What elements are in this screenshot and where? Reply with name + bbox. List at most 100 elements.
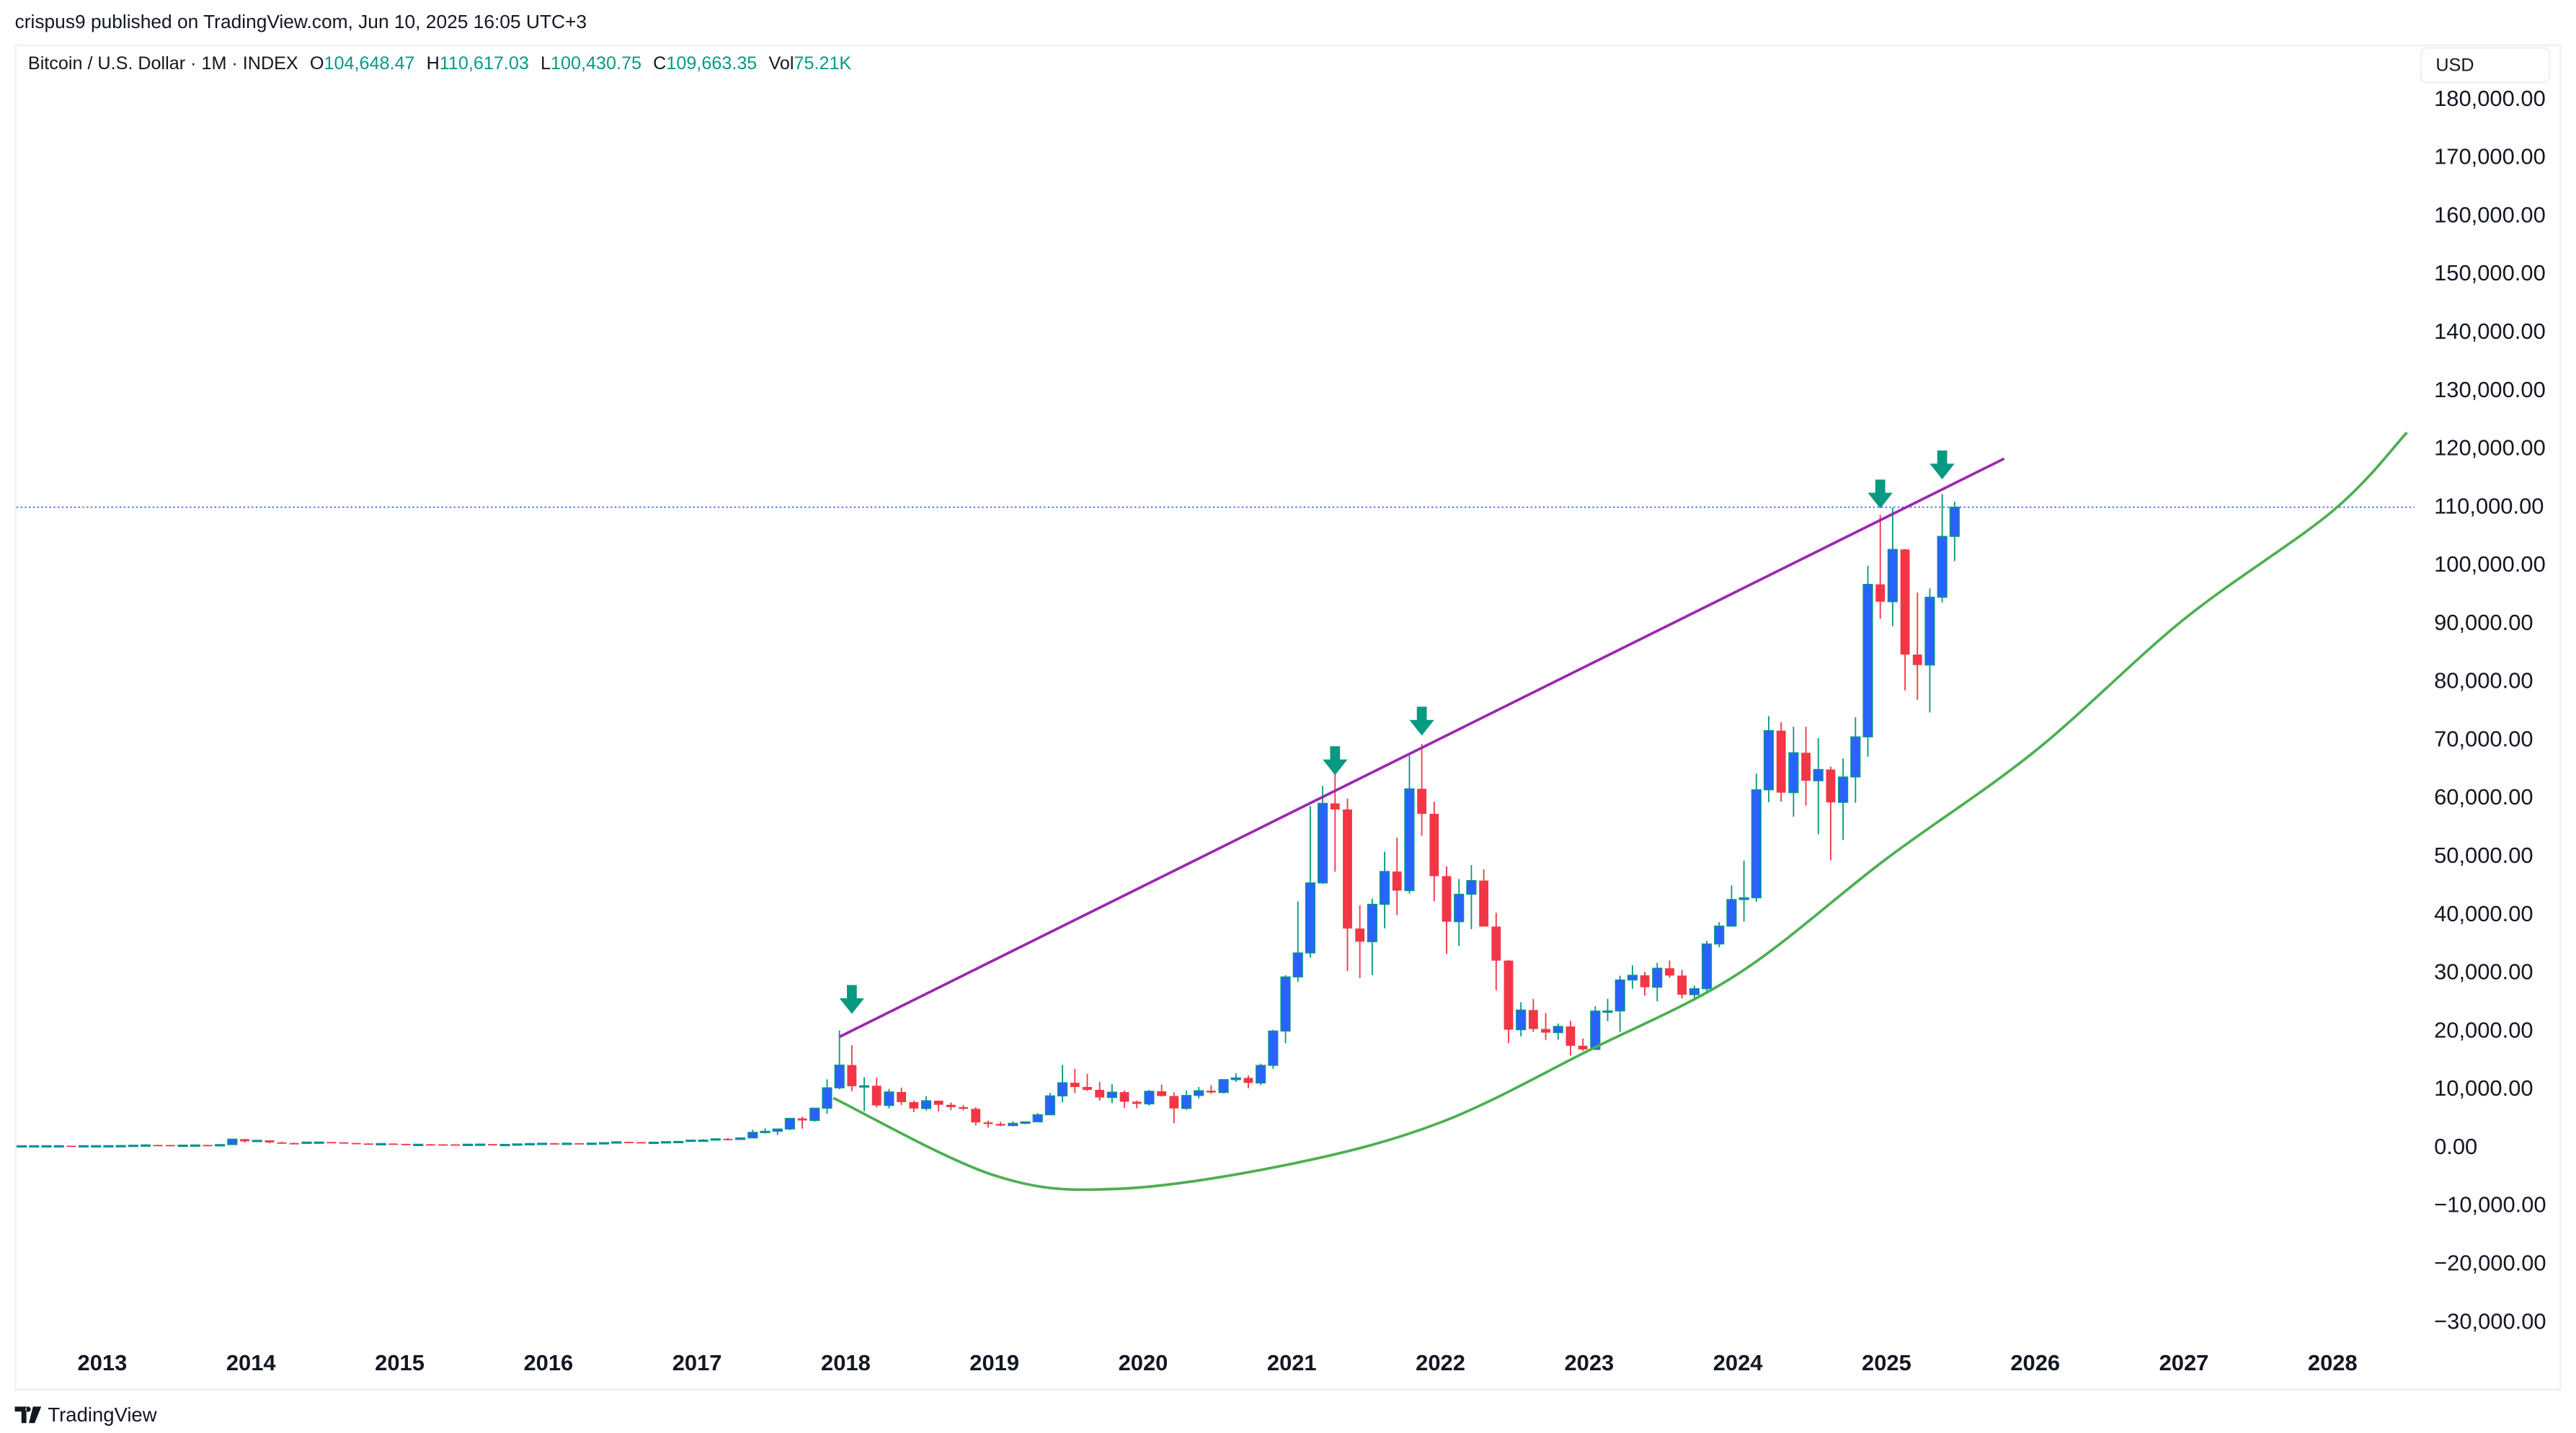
candle-up: [1404, 755, 1415, 894]
candle-body: [1738, 897, 1749, 900]
candle-down: [1132, 1100, 1142, 1109]
time-axis[interactable]: 2013 2014 2015 2016 2017 2018 2019 2020 2021 2022…: [78, 1350, 2358, 1375]
candle-body: [1318, 802, 1328, 884]
arrow-down-icon[interactable]: [1409, 706, 1434, 736]
price-tick-label: 140,000.00: [2434, 319, 2546, 344]
candle-up: [1701, 941, 1713, 992]
candle-body: [624, 1142, 634, 1143]
candle-down: [1528, 998, 1538, 1032]
candle-down: [549, 1143, 559, 1145]
candle-body: [314, 1141, 324, 1144]
candle-down: [1900, 549, 1910, 691]
candle-down: [438, 1144, 448, 1146]
candle-body: [760, 1130, 770, 1133]
candle-down: [574, 1143, 585, 1145]
candle-down: [1355, 905, 1365, 978]
candle-body: [1070, 1083, 1080, 1087]
candle-down: [1677, 970, 1687, 999]
candle-up: [1813, 738, 1824, 835]
candle-down: [1504, 959, 1514, 1044]
candle-body: [549, 1143, 559, 1145]
candle-body: [1763, 729, 1775, 791]
candle-down: [327, 1142, 337, 1144]
candle-body: [1924, 596, 1935, 666]
candle-up: [524, 1143, 536, 1145]
candle-up: [735, 1137, 746, 1140]
candle-up: [177, 1144, 188, 1148]
candle-body: [425, 1144, 435, 1146]
candle-body: [512, 1143, 523, 1146]
candle-body: [909, 1101, 919, 1109]
candle-up: [1256, 1063, 1266, 1086]
candle-down: [1578, 1038, 1588, 1051]
candle-up: [1838, 758, 1849, 840]
candle-body: [1218, 1079, 1229, 1093]
candle-body: [822, 1087, 832, 1109]
price-axis[interactable]: 180,000.00 170,000.00 160,000.00 150,000.00…: [2434, 86, 2546, 1334]
support-curve[interactable]: [832, 431, 2408, 1192]
arrow-down-icon[interactable]: [1867, 479, 1893, 509]
open-value: 104,648.47: [324, 53, 414, 74]
candle-body: [797, 1118, 807, 1121]
price-tick-label: −20,000.00: [2434, 1250, 2546, 1275]
candle-up: [1738, 860, 1749, 922]
candle-up: [29, 1145, 40, 1148]
candle-up: [475, 1143, 486, 1146]
candle-down: [1417, 744, 1427, 836]
candle-body: [128, 1145, 138, 1148]
time-tick-label: 2016: [523, 1350, 573, 1375]
time-tick-label: 2015: [375, 1350, 425, 1375]
chart-pane-frame: [14, 44, 2562, 1390]
candle-down: [364, 1143, 373, 1145]
candle-up: [1032, 1113, 1043, 1123]
candle-up: [499, 1143, 510, 1147]
candle-up: [1044, 1092, 1056, 1116]
candle-body: [1206, 1091, 1216, 1093]
candle-body: [933, 1101, 943, 1105]
candle-body: [1230, 1077, 1241, 1081]
candle-body: [1652, 967, 1663, 988]
price-tick-label: 60,000.00: [2434, 784, 2533, 809]
currency-label[interactable]: USD: [2435, 55, 2474, 75]
price-tick-label: 10,000.00: [2434, 1075, 2533, 1101]
candle-body: [1875, 584, 1886, 602]
candle-up: [1751, 773, 1762, 902]
candle-body: [920, 1100, 932, 1109]
time-tick-label: 2014: [226, 1350, 277, 1375]
candle-up: [1292, 901, 1303, 982]
currency-button[interactable]: USD: [2420, 47, 2551, 84]
candle-up: [301, 1141, 312, 1144]
candle-body: [66, 1145, 76, 1148]
candle-down: [1479, 869, 1489, 927]
arrow-down-icon[interactable]: [839, 985, 865, 1014]
candle-body: [475, 1143, 486, 1146]
candle-body: [983, 1122, 993, 1124]
candle-down: [1491, 913, 1501, 990]
candle-body: [1615, 979, 1625, 1012]
arrow-down-icon[interactable]: [1323, 746, 1348, 776]
candle-down: [401, 1143, 411, 1145]
candle-body: [1442, 876, 1452, 922]
candle-up: [1454, 879, 1465, 946]
candle-up: [190, 1144, 200, 1147]
drawings: [832, 431, 2408, 1192]
arrow-down-icon[interactable]: [1929, 450, 1955, 480]
candle-body: [698, 1139, 709, 1143]
candle-body: [1665, 968, 1674, 976]
candle-body: [1417, 789, 1427, 815]
candle-down: [1157, 1084, 1167, 1097]
candle-down: [1429, 802, 1439, 902]
candle-body: [648, 1141, 659, 1145]
low-value: 100,430.75: [551, 53, 641, 74]
candle-body: [1106, 1091, 1117, 1099]
candle-body: [723, 1138, 733, 1140]
candle-body: [499, 1143, 510, 1147]
resistance-trendline[interactable]: [838, 457, 2005, 1039]
candle-body: [1504, 960, 1514, 1030]
candle-body: [1701, 943, 1713, 990]
price-tick-label: −10,000.00: [2434, 1192, 2546, 1217]
currency-button-bg[interactable]: [2420, 47, 2551, 84]
candle-down: [1875, 515, 1886, 619]
candle-body: [772, 1128, 783, 1132]
candle-up: [140, 1144, 151, 1147]
